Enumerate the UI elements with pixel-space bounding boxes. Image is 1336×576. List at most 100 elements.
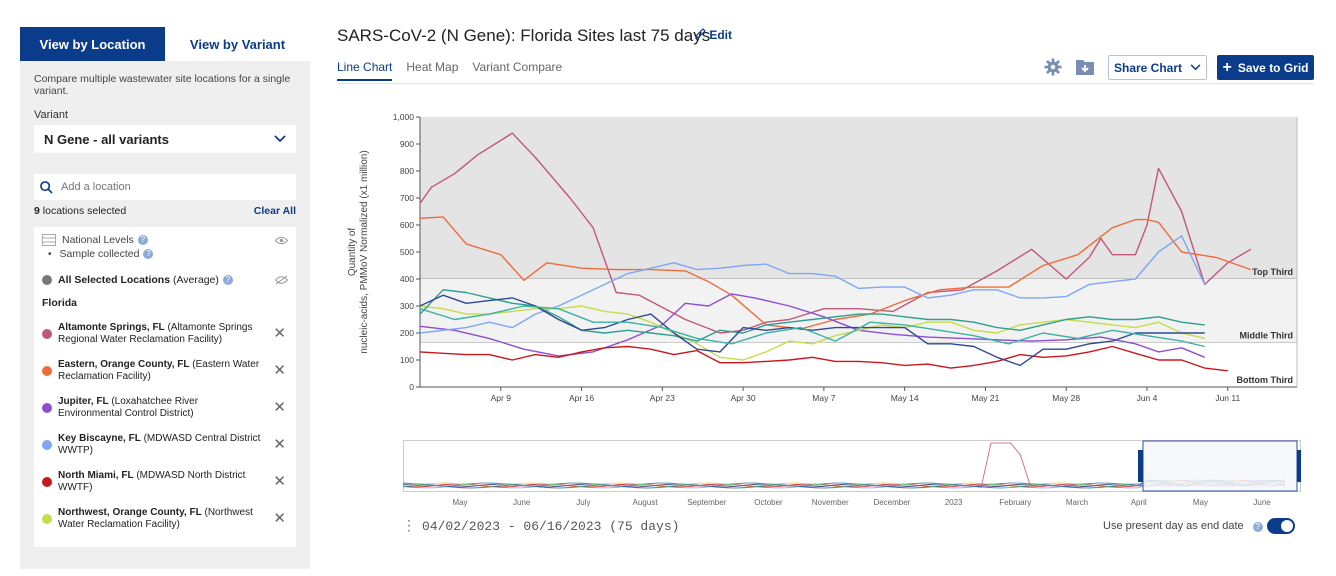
- series-line: [419, 289, 1205, 342]
- location-detail: (MDWASD Central District WWTP): [58, 433, 261, 456]
- y-tick-label: 700: [400, 193, 414, 203]
- location-detail: (Altamonte Springs Regional Water Reclam…: [58, 322, 253, 345]
- remove-location-icon[interactable]: ✕: [273, 325, 286, 342]
- location-text: Jupiter, FL (Loxahatchee River Environme…: [58, 396, 264, 420]
- selection-summary: 9 locations selected Clear All: [20, 200, 310, 217]
- page-title: SARS-CoV-2 (N Gene): Florida Sites last …: [337, 26, 711, 45]
- third-band: [420, 342, 1297, 387]
- location-name: Altamonte Springs, FL: [58, 322, 165, 333]
- navigator-right-handle: [1297, 450, 1302, 482]
- navigator-month-label: November: [812, 498, 849, 507]
- location-color-dot: [42, 440, 52, 450]
- sidebar-description: Compare multiple wastewater site locatio…: [34, 73, 291, 97]
- info-icon[interactable]: ?: [143, 249, 154, 259]
- line-chart: Top Third Middle Third Bottom Third 0 100 200…: [335, 100, 1325, 405]
- navigator-month-label: September: [687, 498, 726, 507]
- x-tick-label: Apr 23: [650, 393, 675, 403]
- location-name: North Miami, FL: [58, 470, 134, 481]
- location-name: Jupiter, FL: [58, 396, 109, 407]
- average-label: (Average): [172, 274, 219, 286]
- y-tick-label: 300: [400, 301, 414, 311]
- location-color-dot: [42, 366, 52, 376]
- edit-button[interactable]: Edit: [695, 28, 732, 42]
- remove-location-icon[interactable]: ✕: [273, 473, 286, 490]
- tab-view-by-location[interactable]: View by Location: [20, 27, 165, 61]
- date-range: 04/02/2023 - 06/16/2023 (75 days): [422, 519, 680, 534]
- location-text: Eastern, Orange County, FL (Eastern Wate…: [58, 359, 264, 383]
- tab-line-chart[interactable]: Line Chart: [337, 60, 393, 81]
- navigator-month-label: December: [873, 498, 910, 507]
- range-navigator[interactable]: May June July August September October Novembe…: [402, 440, 1302, 512]
- info-icon[interactable]: ?: [1252, 522, 1263, 532]
- line-chart-svg: Top Third Middle Third Bottom Third 0 100 200…: [347, 112, 1298, 403]
- y-tick-label: 900: [400, 139, 414, 149]
- y-tick-label: 600: [400, 220, 414, 230]
- location-item: Jupiter, FL (Loxahatchee River Environme…: [42, 394, 288, 422]
- location-color-dot: [42, 329, 52, 339]
- x-tick-label: Apr 30: [731, 393, 756, 403]
- y-tick-label: 200: [400, 328, 414, 338]
- remove-location-icon[interactable]: ✕: [273, 510, 286, 527]
- navigator-left-handle: [1138, 450, 1143, 482]
- gear-icon[interactable]: [1043, 58, 1063, 76]
- national-levels-row: National Levels ?: [42, 233, 288, 247]
- location-search-input[interactable]: [61, 181, 261, 193]
- location-color-dot: [42, 403, 52, 413]
- navigator-trace: [402, 479, 1286, 487]
- eye-hidden-icon[interactable]: [275, 275, 288, 285]
- location-item: North Miami, FL (MDWASD North District W…: [42, 468, 288, 496]
- series-line: [419, 132, 1252, 334]
- remove-location-icon[interactable]: ✕: [273, 362, 286, 379]
- selected-label: locations selected: [42, 205, 127, 217]
- location-color-dot: [42, 477, 52, 487]
- location-list-panel: National Levels ? • Sample collected ? A…: [34, 227, 296, 547]
- pencil-icon: [695, 28, 706, 39]
- location-text: North Miami, FL (MDWASD North District W…: [58, 470, 264, 494]
- navigator-month-label: May: [452, 498, 467, 507]
- y-tick-label: 0: [409, 382, 414, 392]
- edit-label: Edit: [709, 28, 733, 42]
- variant-select[interactable]: N Gene - all variants: [34, 125, 296, 153]
- present-day-toggle[interactable]: [1267, 518, 1295, 534]
- location-item: Key Biscayne, FL (MDWASD Central Distric…: [42, 431, 288, 459]
- x-tick-label: May 7: [812, 393, 835, 403]
- location-text: Northwest, Orange County, FL (Northwest …: [58, 507, 264, 531]
- navigator-month-label: May: [1193, 498, 1208, 507]
- x-tick-label: Jun 4: [1137, 393, 1158, 403]
- series-line: [419, 345, 1228, 372]
- table-icon: [42, 234, 56, 246]
- third-label: Top Third: [1252, 267, 1293, 277]
- info-icon[interactable]: ?: [137, 235, 148, 245]
- plus-icon: +: [1222, 58, 1232, 76]
- y-tick-label: 100: [400, 355, 414, 365]
- tabs-divider: [337, 83, 1314, 84]
- location-item: Eastern, Orange County, FL (Eastern Wate…: [42, 357, 288, 385]
- location-detail: (MDWASD North District WWTF): [58, 470, 246, 493]
- bullet-icon: •: [48, 248, 52, 260]
- location-name: Key Biscayne, FL: [58, 433, 141, 444]
- location-name: Eastern, Orange County, FL: [58, 359, 190, 370]
- series-line: [419, 216, 1252, 330]
- state-label: Florida: [42, 297, 78, 309]
- tab-view-by-variant[interactable]: View by Variant: [165, 27, 310, 61]
- location-text: Key Biscayne, FL (MDWASD Central Distric…: [58, 433, 264, 457]
- location-list: Altamonte Springs, FL (Altamonte Springs…: [42, 320, 288, 533]
- folder-download-icon[interactable]: [1075, 58, 1095, 76]
- remove-location-icon[interactable]: ✕: [273, 399, 286, 416]
- tab-variant-compare[interactable]: Variant Compare: [472, 60, 563, 74]
- x-tick-label: Apr 9: [491, 393, 512, 403]
- y-tick-label: 800: [400, 166, 414, 176]
- clear-all-button[interactable]: Clear All: [253, 205, 296, 217]
- eye-icon[interactable]: [275, 236, 288, 245]
- navigator-month-label: March: [1066, 498, 1088, 507]
- remove-location-icon[interactable]: ✕: [273, 436, 286, 453]
- x-tick-label: Jun 11: [1215, 393, 1240, 403]
- info-icon[interactable]: ?: [222, 275, 233, 285]
- share-chart-button[interactable]: Share Chart: [1108, 55, 1207, 80]
- tab-heat-map[interactable]: Heat Map: [406, 60, 459, 74]
- save-to-grid-button[interactable]: + Save to Grid: [1217, 55, 1314, 80]
- navigator-month-label: October: [754, 498, 783, 507]
- kebab-menu-icon[interactable]: ⋮: [402, 517, 416, 533]
- y-tick-label: 500: [400, 247, 414, 257]
- chevron-down-icon: [1190, 64, 1201, 71]
